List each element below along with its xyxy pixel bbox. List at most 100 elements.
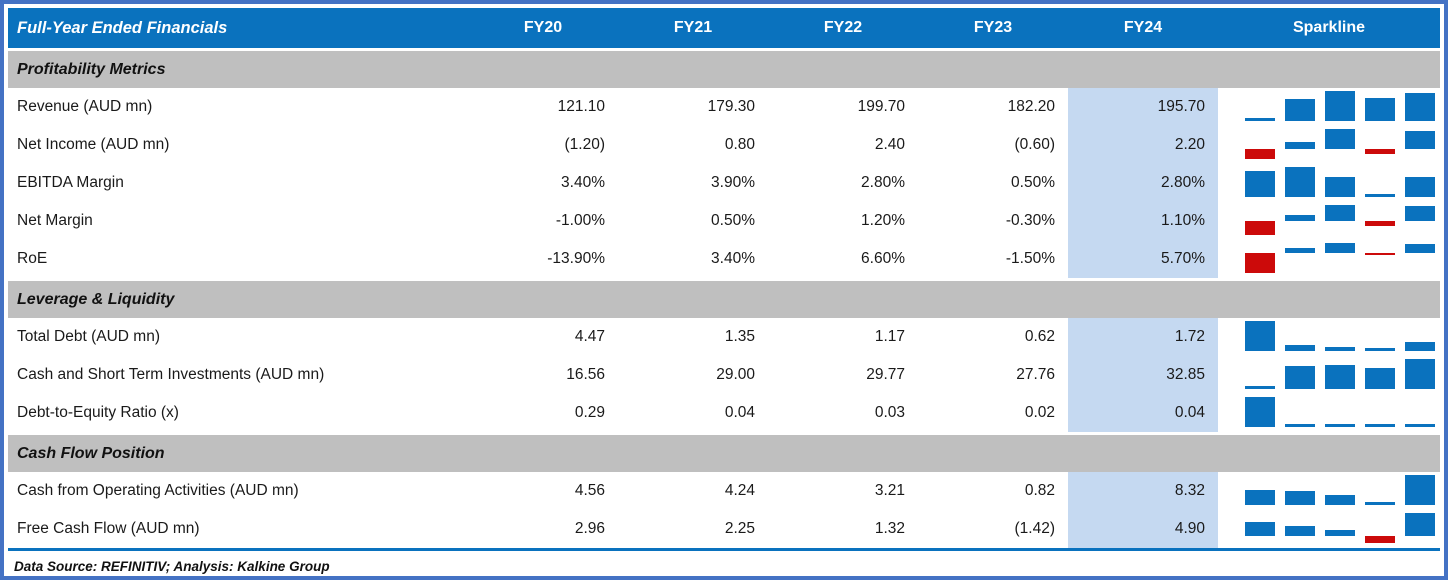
sparkline-bar	[1325, 176, 1355, 197]
value-cell: 4.56	[574, 482, 605, 499]
sparkline-slot	[1405, 394, 1435, 432]
sparkline-cell	[1218, 394, 1440, 432]
sparkline-bar	[1325, 424, 1355, 427]
sparkline-bar	[1365, 536, 1395, 543]
sparkline-slot	[1365, 88, 1395, 126]
sparkline-bar	[1405, 424, 1435, 427]
sparkline-slot	[1405, 88, 1435, 126]
sparkline-slot	[1285, 202, 1315, 240]
sparkline-bar	[1285, 142, 1315, 149]
value-cell: 3.21	[874, 482, 905, 499]
sparkline-slot	[1285, 240, 1315, 278]
value-cell-fy24: 5.70%	[1068, 240, 1218, 278]
sparkline-bar	[1365, 97, 1395, 121]
sparkline-slot	[1325, 126, 1355, 164]
value-cell-fy24: 8.32	[1068, 472, 1218, 510]
sparkline-cell	[1218, 164, 1440, 202]
value-cell: 0.04	[724, 404, 755, 421]
sparkline-bar	[1405, 92, 1435, 121]
value-cell-fy24: 1.72	[1068, 318, 1218, 356]
sparkline-slot	[1365, 164, 1395, 202]
sparkline-bar	[1405, 475, 1435, 505]
sparkline-bar	[1325, 205, 1355, 222]
sparkline-bar	[1325, 364, 1355, 389]
value-cell: -1.50%	[1005, 250, 1055, 267]
sparkline-bar	[1365, 194, 1395, 197]
value-cell: 0.50%	[1011, 174, 1055, 191]
sparkline-bar	[1245, 171, 1275, 197]
column-header-fy22: FY22	[823, 19, 863, 36]
value-cell: 4.47	[574, 328, 605, 345]
sparkline-slot	[1245, 318, 1275, 356]
value-cell: 0.02	[1024, 404, 1055, 421]
sparkline-slot	[1285, 510, 1315, 548]
sparkline-bar	[1365, 252, 1395, 255]
sparkline-bar	[1325, 129, 1355, 149]
sparkline-bar	[1365, 502, 1395, 505]
sparkline-bar	[1405, 130, 1435, 149]
sparkline-slot	[1325, 356, 1355, 394]
value-cell-fy24: 2.20	[1068, 126, 1218, 164]
row-label: Cash and Short Term Investments (AUD mn)	[17, 366, 325, 383]
value-cell: 3.40%	[711, 250, 755, 267]
section-header-row: Cash Flow Position	[8, 432, 1440, 472]
sparkline-bar	[1325, 243, 1355, 253]
sparkline-slot	[1365, 318, 1395, 356]
sparkline-bar	[1405, 359, 1435, 389]
sparkline-bar	[1285, 247, 1315, 253]
section-title: Profitability Metrics	[8, 51, 1440, 88]
table-row: Free Cash Flow (AUD mn) 2.96 2.25 1.32 (1.42…	[8, 510, 1440, 548]
value-cell-fy24: 2.80%	[1068, 164, 1218, 202]
sparkline-slot	[1365, 240, 1395, 278]
sparkline-slot	[1405, 510, 1435, 548]
value-cell: (1.20)	[564, 136, 606, 153]
sparkline-cell	[1218, 88, 1440, 126]
sparkline-bar	[1405, 244, 1435, 253]
table-title: Full-Year Ended Financials	[17, 18, 228, 37]
sparkline-slot	[1365, 202, 1395, 240]
sparkline-bar	[1405, 342, 1435, 351]
row-label: Net Income (AUD mn)	[17, 136, 170, 153]
sparkline-cell	[1218, 472, 1440, 510]
sparkline-slot	[1405, 202, 1435, 240]
row-label: RoE	[17, 250, 48, 267]
sparkline-slot	[1285, 472, 1315, 510]
table-header-row: Full-Year Ended Financials FY20 FY21 FY2…	[8, 8, 1440, 48]
financials-table: Full-Year Ended Financials FY20 FY21 FY2…	[8, 8, 1440, 581]
value-cell: 1.32	[874, 520, 905, 537]
sparkline-bar	[1365, 149, 1395, 154]
table-row: Debt-to-Equity Ratio (x) 0.29 0.04 0.03 0.02…	[8, 394, 1440, 432]
value-cell: 0.29	[574, 404, 605, 421]
sparkline-cell	[1218, 510, 1440, 548]
column-header-sparkline: Sparkline	[1292, 19, 1366, 36]
value-cell: 2.25	[724, 520, 755, 537]
sparkline-slot	[1365, 356, 1395, 394]
sparkline-cell	[1218, 240, 1440, 278]
sparkline-cell	[1218, 126, 1440, 164]
section-title: Cash Flow Position	[8, 435, 1440, 472]
value-cell: 199.70	[857, 98, 905, 115]
value-cell: -1.00%	[555, 212, 605, 229]
sparkline-bar	[1365, 348, 1395, 351]
sparkline-slot	[1245, 202, 1275, 240]
value-cell: 1.20%	[861, 212, 905, 229]
data-source-note: Data Source: REFINITIV; Analysis: Kalkin…	[14, 558, 330, 574]
sparkline-bar	[1325, 91, 1355, 121]
value-cell: 0.50%	[711, 212, 755, 229]
sparkline-slot	[1245, 126, 1275, 164]
value-cell: 29.00	[716, 366, 755, 383]
row-label: Revenue (AUD mn)	[17, 98, 153, 115]
sparkline-slot	[1285, 88, 1315, 126]
column-header-fy24: FY24	[1123, 19, 1163, 36]
sparkline-slot	[1325, 164, 1355, 202]
sparkline-slot	[1325, 240, 1355, 278]
sparkline-slot	[1325, 88, 1355, 126]
sparkline-bar	[1245, 118, 1275, 121]
sparkline-bar	[1245, 252, 1275, 273]
table-row: Cash and Short Term Investments (AUD mn)…	[8, 356, 1440, 394]
sparkline-slot	[1245, 164, 1275, 202]
sparkline-bar	[1285, 424, 1315, 427]
sparkline-cell	[1218, 356, 1440, 394]
value-cell: 27.76	[1016, 366, 1055, 383]
